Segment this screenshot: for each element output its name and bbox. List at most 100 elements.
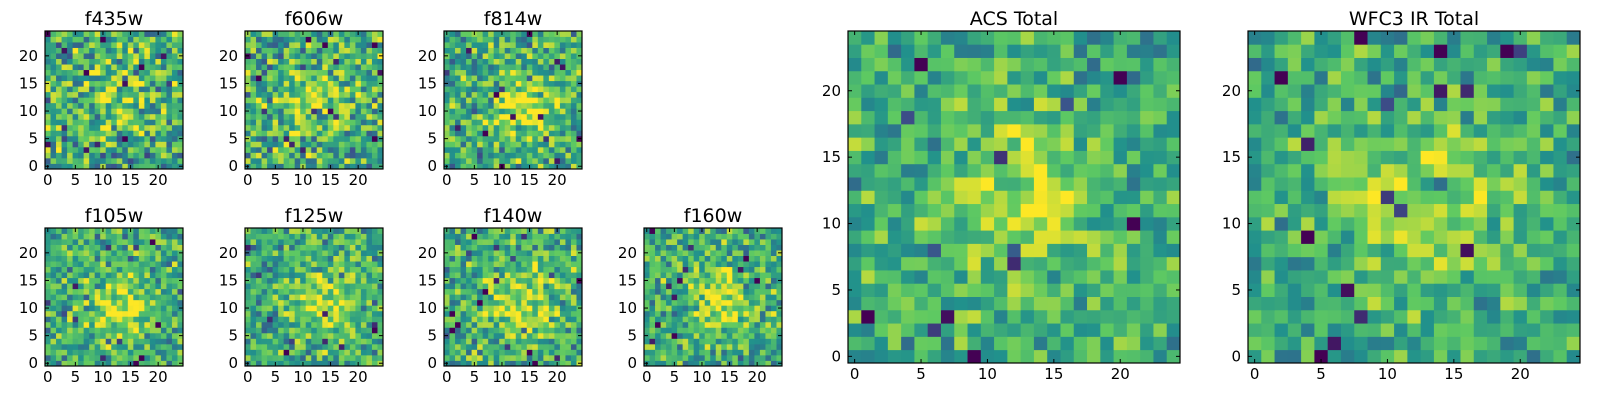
heatmap-cell xyxy=(526,108,533,115)
heatmap-cell xyxy=(72,75,79,82)
heatmap-cell xyxy=(333,80,340,87)
heatmap-cell xyxy=(155,113,162,120)
heatmap-cell xyxy=(715,261,722,268)
heatmap-cell xyxy=(155,75,162,82)
heatmap-cell xyxy=(526,130,533,137)
heatmap-cell xyxy=(371,36,378,43)
heatmap-cell xyxy=(256,80,262,87)
heatmap-cell xyxy=(677,228,684,234)
heatmap-cell xyxy=(861,349,875,364)
heatmap-cell xyxy=(67,299,73,306)
heatmap-cell xyxy=(532,272,539,279)
heatmap-cell xyxy=(61,233,68,240)
heatmap-cell xyxy=(333,97,340,104)
heatmap-cell xyxy=(160,91,167,98)
heatmap-cell xyxy=(105,64,112,71)
heatmap-cell xyxy=(699,288,706,295)
heatmap-cell xyxy=(272,272,279,279)
heatmap-cell xyxy=(133,97,140,104)
heatmap-cell xyxy=(693,250,700,256)
heatmap-cell xyxy=(477,305,484,312)
heatmap-cell xyxy=(576,113,583,120)
heatmap-cell xyxy=(444,327,450,334)
heatmap-cell xyxy=(499,108,506,115)
heatmap-cell xyxy=(576,288,583,295)
heatmap-cell xyxy=(45,310,51,317)
heatmap-cell xyxy=(371,255,378,262)
heatmap-cell xyxy=(504,338,511,345)
heatmap-cell xyxy=(666,255,672,262)
heatmap-cell xyxy=(338,332,345,339)
heatmap-cell xyxy=(377,266,384,273)
heatmap-cell xyxy=(444,47,450,54)
heatmap-cell xyxy=(940,163,955,178)
heatmap-cell xyxy=(466,42,472,48)
heatmap-cell xyxy=(89,58,96,65)
heatmap-cell xyxy=(116,53,123,59)
heatmap-cell xyxy=(554,266,561,273)
heatmap-cell xyxy=(371,75,378,82)
heatmap-cell xyxy=(294,255,301,262)
heatmap-cell xyxy=(861,256,875,271)
heatmap-cell xyxy=(245,294,251,301)
heatmap-cell xyxy=(283,305,290,312)
heatmap-cell xyxy=(466,294,472,301)
heatmap-cell xyxy=(444,97,450,104)
heatmap-cell xyxy=(245,64,251,71)
heatmap-cell xyxy=(94,146,101,153)
heatmap-cell xyxy=(488,102,495,109)
heatmap-cell xyxy=(155,288,162,295)
heatmap-cell xyxy=(149,266,156,273)
heatmap-cell xyxy=(671,283,678,290)
heatmap-cell xyxy=(1073,190,1088,205)
heatmap-cell xyxy=(460,42,467,48)
heatmap-cell xyxy=(954,349,968,364)
heatmap-cell xyxy=(100,261,107,268)
heatmap-cell xyxy=(1100,349,1114,364)
heatmap-cell xyxy=(355,349,362,356)
heatmap-cell xyxy=(688,228,695,234)
heatmap-cell xyxy=(45,58,51,65)
heatmap-cell xyxy=(671,316,678,323)
heatmap-cell xyxy=(1166,256,1181,271)
x-tick-label: 0 xyxy=(243,368,253,386)
heatmap-cell xyxy=(111,327,118,334)
heatmap-cell xyxy=(360,163,367,170)
heatmap-cell xyxy=(1166,283,1181,297)
heatmap-cell xyxy=(721,277,728,284)
heatmap-cell xyxy=(765,283,772,290)
heatmap-cell xyxy=(704,305,711,312)
heatmap-cell xyxy=(477,69,484,76)
heatmap-cell xyxy=(488,277,495,284)
heatmap-cell xyxy=(149,327,156,334)
heatmap-cell xyxy=(294,130,301,137)
heatmap-cell xyxy=(289,163,296,170)
heatmap-cell xyxy=(576,338,583,345)
heatmap-cell xyxy=(111,299,118,306)
heatmap-cell xyxy=(111,102,118,109)
heatmap-cell xyxy=(861,190,875,205)
heatmap-cell xyxy=(89,130,96,137)
heatmap-cell xyxy=(887,309,902,324)
heatmap-cell xyxy=(105,349,112,356)
heatmap-cell xyxy=(349,283,356,290)
heatmap-cell xyxy=(776,233,783,240)
heatmap-cell xyxy=(338,36,345,43)
heatmap-cell xyxy=(770,349,777,356)
heatmap-cell xyxy=(460,343,467,350)
heatmap-cell xyxy=(160,75,167,82)
heatmap-cell xyxy=(111,272,118,279)
heatmap-cell xyxy=(177,233,184,240)
heatmap-cell xyxy=(355,255,362,262)
heatmap-cell xyxy=(874,349,889,364)
heatmap-cell xyxy=(300,349,307,356)
heatmap-cell xyxy=(333,294,340,301)
heatmap-cell xyxy=(349,294,356,301)
heatmap-cell xyxy=(554,135,561,142)
heatmap-cell xyxy=(715,272,722,279)
heatmap-cell xyxy=(532,108,539,115)
heatmap-cell xyxy=(300,283,307,290)
heatmap-cell xyxy=(272,119,279,126)
heatmap-cell xyxy=(1087,243,1101,258)
heatmap-cell xyxy=(61,294,68,301)
